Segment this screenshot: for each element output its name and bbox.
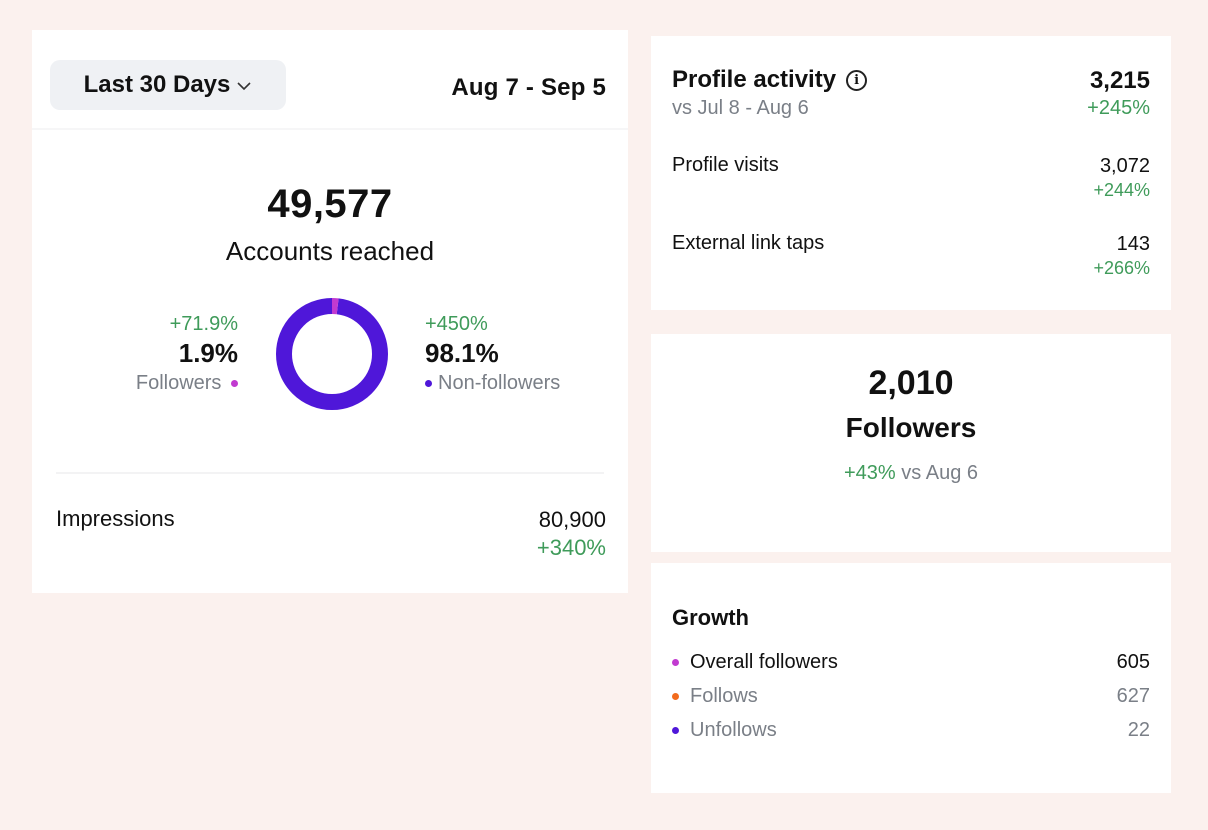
date-range-dropdown-label: Last 30 Days: [83, 71, 231, 98]
non-followers-change: +450%: [425, 313, 488, 335]
followers-growth-comparison: vs Aug 6: [901, 462, 978, 484]
impressions-stat: 80,900 +340%: [537, 506, 606, 562]
chevron-down-icon: [236, 75, 252, 96]
donut-slice-followers: [276, 298, 388, 410]
divider: [32, 128, 628, 130]
followers-stat: +71.9% 1.9% Followers: [136, 312, 238, 396]
date-range-text: Aug 7 - Sep 5: [451, 74, 606, 101]
unfollows-label: Unfollows: [690, 718, 777, 741]
unfollows-value: 22: [1127, 718, 1150, 741]
impressions-label: Impressions: [56, 506, 175, 531]
followers-change: +71.9%: [169, 313, 238, 335]
followers-card: 2,010 Followers +43% vs Aug 6: [651, 334, 1171, 552]
external-link-taps-value: 143: [1116, 233, 1150, 255]
external-link-taps-change: +266%: [1093, 258, 1150, 278]
overall-followers-dot: [672, 658, 679, 666]
profile-activity-comparison: vs Jul 8 - Aug 6: [672, 97, 809, 119]
impressions-value: 80,900: [538, 507, 606, 532]
follows-label: Follows: [690, 684, 758, 707]
growth-title: Growth: [672, 605, 749, 630]
followers-percent: 1.9%: [178, 338, 238, 368]
growth-row-follows: Follows 627: [672, 681, 1150, 711]
followers-title: Followers: [845, 412, 977, 443]
profile-activity-total-change: +245%: [1087, 97, 1150, 119]
impressions-change: +340%: [536, 535, 606, 560]
followers-legend-dot: [231, 380, 238, 388]
followers-change-line: +43% vs Aug 6: [651, 462, 1171, 485]
divider: [56, 472, 604, 474]
growth-card: Growth Overall followers 605 Follows 627…: [651, 563, 1171, 793]
unfollows-dot: [672, 726, 679, 734]
profile-activity-card: Profile activity i vs Jul 8 - Aug 6 3,21…: [651, 36, 1171, 310]
followers-growth-change: +43%: [844, 462, 896, 484]
accounts-reached-value: 49,577: [267, 182, 393, 226]
non-followers-label: Non-followers: [438, 372, 561, 394]
non-followers-percent: 98.1%: [425, 338, 499, 368]
growth-row-overall-followers: Overall followers 605: [672, 647, 1150, 677]
follows-dot: [672, 692, 679, 700]
growth-row-unfollows: Unfollows 22: [672, 715, 1150, 745]
follows-value: 627: [1116, 684, 1150, 707]
non-followers-stat: +450% 98.1% Non-followers: [425, 312, 560, 396]
followers-label: Followers: [135, 372, 222, 394]
profile-activity-title: Profile activity: [672, 66, 837, 93]
profile-visits-stat: 3,072 +244%: [1093, 154, 1150, 202]
date-range-header: Last 30 Days Aug 7 - Sep 5: [32, 44, 628, 142]
external-link-taps-stat: 143 +266%: [1093, 232, 1150, 280]
accounts-reached-label: Accounts reached: [225, 236, 435, 266]
profile-visits-change: +244%: [1093, 180, 1150, 200]
donut-slice-non-followers: [276, 298, 388, 410]
overall-followers-value: 605: [1116, 650, 1150, 673]
profile-visits-value: 3,072: [1099, 155, 1150, 177]
profile-visits-label: Profile visits: [672, 154, 779, 176]
accounts-reached-card: Last 30 Days Aug 7 - Sep 5 49,577 Accoun…: [32, 30, 628, 593]
non-followers-legend-dot: [425, 380, 432, 388]
date-range-dropdown[interactable]: Last 30 Days: [50, 60, 286, 110]
reach-donut-chart: [276, 298, 388, 410]
profile-activity-total: 3,215: [1089, 67, 1150, 94]
followers-count: 2,010: [868, 364, 954, 402]
external-link-taps-label: External link taps: [672, 232, 825, 254]
overall-followers-label: Overall followers: [690, 650, 838, 673]
profile-activity-heading: Profile activity i: [672, 66, 868, 94]
info-icon[interactable]: i: [846, 69, 868, 91]
